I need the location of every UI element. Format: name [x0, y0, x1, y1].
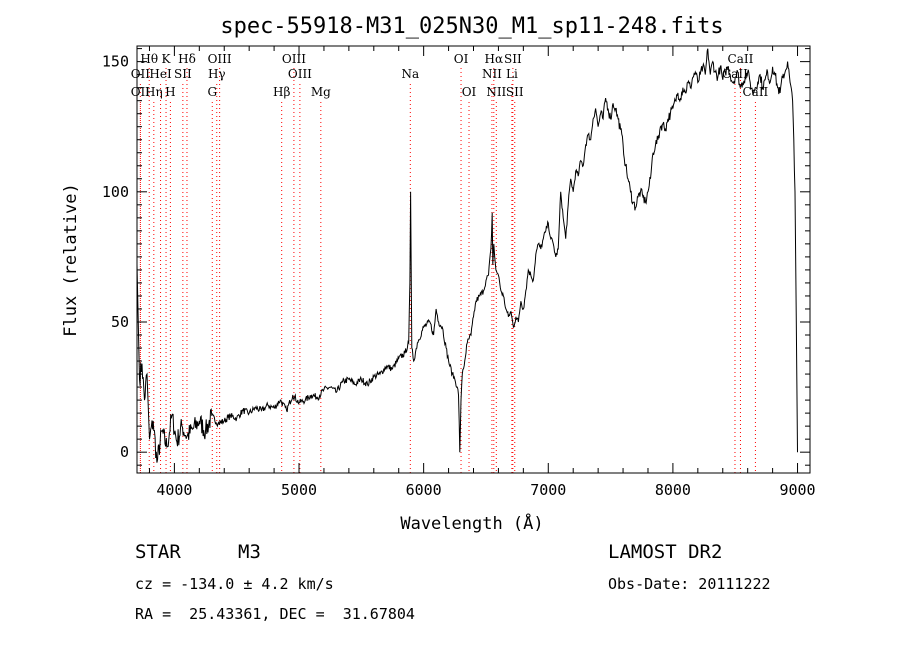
x-tick-label: 9000 — [779, 481, 815, 499]
line-label: NII — [482, 67, 502, 81]
x-tick-label: 5000 — [281, 481, 317, 499]
line-label: NII — [486, 85, 506, 99]
y-tick-label: 50 — [111, 313, 129, 331]
line-label: SII — [504, 52, 522, 66]
object-class: STAR — [135, 541, 181, 563]
x-tick-label: 6000 — [406, 481, 442, 499]
spectrum-line — [136, 48, 798, 463]
line-label: Hβ — [273, 85, 290, 99]
line-label: OIII — [288, 67, 312, 81]
line-label: Na — [401, 67, 419, 81]
line-label: OIII — [208, 52, 232, 66]
x-axis-label: Wavelength (Å) — [400, 512, 543, 534]
y-tick-label: 150 — [102, 53, 129, 71]
line-label: Li — [506, 67, 518, 81]
line-label: Hδ — [178, 52, 196, 66]
ra-dec-coordinates: RA = 25.43361, DEC = 31.67804 — [135, 605, 415, 623]
observation-date: Obs-Date: 20111222 — [608, 575, 771, 593]
line-label: Hη — [145, 85, 163, 99]
line-label: Hθ — [140, 52, 158, 66]
axes: 4000 5000 6000 7000 8000 9000 0 50 100 150 — [102, 46, 816, 499]
x-tick-label: 8000 — [655, 481, 691, 499]
line-label: OI — [454, 52, 469, 66]
spectrum-series — [136, 48, 798, 463]
survey-name: LAMOST DR2 — [608, 541, 723, 563]
line-label: Mg — [311, 85, 331, 99]
line-label: H — [165, 85, 175, 99]
line-label: OIII — [282, 52, 306, 66]
line-label: OI — [462, 85, 477, 99]
object-subclass: M3 — [238, 541, 261, 563]
y-tick-label: 100 — [102, 183, 129, 201]
line-label: OII — [131, 67, 151, 81]
line-label: K — [162, 52, 172, 66]
y-tick-label: 0 — [120, 443, 129, 461]
plot-frame — [136, 45, 811, 474]
line-label: HeI — [149, 67, 172, 81]
line-label: Hγ — [208, 67, 226, 81]
line-label: G — [207, 85, 217, 99]
line-label: CaII — [728, 52, 754, 66]
line-label: SII — [506, 85, 524, 99]
line-label: Hα — [485, 52, 504, 66]
redshift-velocity: cz = -134.0 ± 4.2 km/s — [135, 575, 334, 593]
chart-title: spec-55918-M31_025N30_M1_sp11-248.fits — [220, 14, 723, 39]
y-axis-label: Flux (relative) — [61, 183, 81, 337]
line-label: OII — [131, 85, 151, 99]
line-label: SII — [174, 67, 192, 81]
x-tick-label: 4000 — [156, 481, 192, 499]
x-tick-label: 7000 — [530, 481, 566, 499]
